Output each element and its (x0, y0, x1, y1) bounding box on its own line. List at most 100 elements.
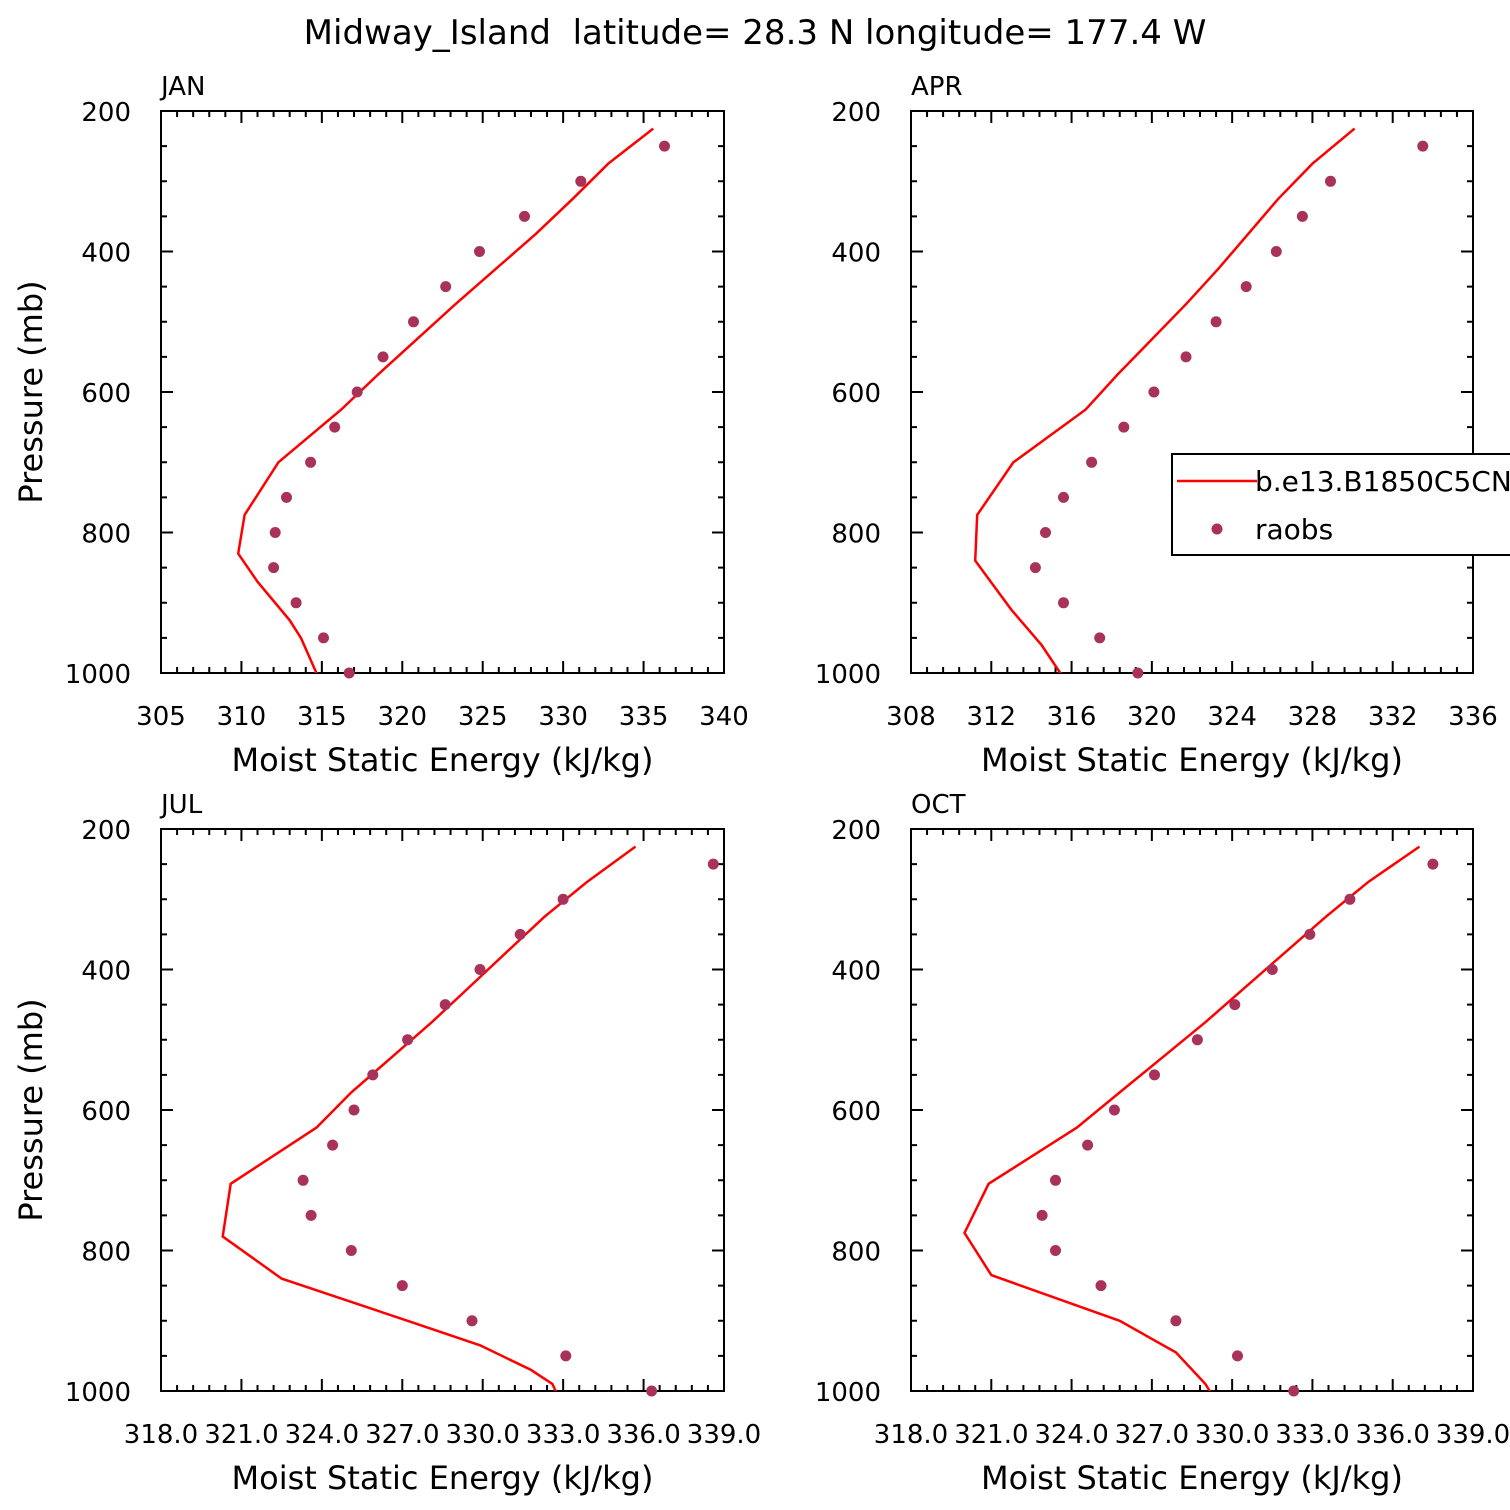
y-tick-label: 200 (831, 98, 881, 128)
y-tick-label: 200 (81, 816, 131, 846)
raobs-point (1191, 1034, 1203, 1046)
raobs-point (1132, 667, 1144, 679)
plot-frame (910, 828, 1474, 1392)
panel-label: OCT (911, 790, 966, 820)
raobs-point (1344, 893, 1356, 905)
x-tick-label: 333.0 (526, 1420, 600, 1450)
y-tick-label: 800 (831, 1238, 881, 1268)
raobs-point (367, 1069, 379, 1081)
raobs-point (268, 562, 280, 574)
panel-label: APR (911, 72, 963, 102)
x-tick-label: 316 (1047, 702, 1097, 732)
x-tick-label: 320 (1127, 702, 1177, 732)
raobs-point (1210, 316, 1222, 328)
raobs-point (1094, 632, 1106, 644)
y-axis-label: Pressure (mb) (12, 280, 50, 503)
raobs-point (396, 1280, 408, 1292)
y-tick-label: 600 (81, 1097, 131, 1127)
x-tick-label: 330.0 (1195, 1420, 1269, 1450)
x-tick-label: 336.0 (1355, 1420, 1429, 1450)
x-tick-label: 335 (619, 702, 669, 732)
x-tick-label: 327.0 (1115, 1420, 1189, 1450)
raobs-point (1108, 1104, 1120, 1116)
y-tick-label: 1000 (815, 660, 881, 690)
panel-oct: 318.0 321.0 324.0 327.0 330.0 333.0 336.0 339.0… (815, 790, 1510, 1497)
x-tick-label: 333.0 (1275, 1420, 1349, 1450)
raobs-point (439, 999, 451, 1011)
x-axis-label: Moist Static Energy (kJ/kg) (981, 1459, 1403, 1497)
x-tick-label: 336.0 (606, 1420, 680, 1450)
panel-apr: 308 312 316 320 324 328 332 336 200 400 600 800 1000… (815, 72, 1498, 779)
raobs-point (297, 1174, 309, 1186)
raobs-point (1036, 1209, 1048, 1221)
legend-label-model: b.e13.B1850C5CN (1255, 465, 1510, 498)
y-tick-label: 1000 (65, 1378, 131, 1408)
raobs-point (575, 175, 587, 187)
raobs-point (1148, 386, 1160, 398)
raobs-point (343, 667, 355, 679)
x-tick-label: 324.0 (285, 1420, 359, 1450)
y-tick-label: 400 (831, 239, 881, 269)
x-tick-label: 339.0 (1436, 1420, 1510, 1450)
x-tick-label: 325 (458, 702, 508, 732)
raobs-point (1086, 456, 1098, 468)
raobs-point (1118, 421, 1130, 433)
panel-jul: 318.0 321.0 324.0 327.0 330.0 333.0 336.0 339.0… (12, 790, 761, 1497)
plot-frame (160, 110, 725, 674)
raobs-point (1240, 281, 1252, 293)
x-tick-label: 328 (1288, 702, 1338, 732)
raobs-point (305, 456, 317, 468)
raobs-point (290, 597, 302, 609)
raobs-point (269, 527, 281, 538)
raobs-point (557, 893, 569, 905)
raobs-point (1149, 1069, 1160, 1081)
raobs-point (305, 1209, 317, 1221)
raobs-point (327, 1139, 339, 1151)
raobs-point (466, 1315, 478, 1327)
y-tick-label: 200 (81, 98, 131, 128)
model-line (963, 845, 1421, 1391)
x-axis-label: Moist Static Energy (kJ/kg) (232, 741, 654, 779)
raobs-point (1304, 928, 1316, 940)
y-tick-label: 400 (81, 239, 131, 269)
raobs-point (707, 858, 719, 870)
raobs-point (348, 1104, 360, 1116)
y-tick-label: 800 (81, 1238, 131, 1268)
raobs-point (1058, 597, 1069, 609)
raobs-point (1050, 1174, 1061, 1186)
raobs-point (1232, 1350, 1243, 1362)
x-tick-label: 318.0 (124, 1420, 198, 1450)
x-tick-label: 321.0 (204, 1420, 278, 1450)
legend-marker-swatch (1211, 523, 1223, 535)
figure-title: Midway_Island latitude= 28.3 N longitude… (304, 13, 1207, 53)
x-tick-label: 330 (538, 702, 588, 732)
panel-label: JUL (159, 790, 203, 820)
raobs-point (1427, 858, 1439, 870)
raobs-point (646, 1385, 658, 1397)
raobs-point (1325, 175, 1336, 187)
x-tick-label: 330.0 (445, 1420, 519, 1450)
y-tick-label: 400 (831, 957, 881, 987)
raobs-point (1040, 527, 1051, 538)
y-tick-label: 600 (831, 1097, 881, 1127)
raobs-point (1082, 1139, 1094, 1151)
y-tick-label: 600 (831, 379, 881, 409)
panel-label: JAN (159, 72, 205, 102)
legend: b.e13.B1850C5CN raobs (1171, 453, 1510, 556)
model-line (973, 127, 1356, 673)
raobs-point (408, 316, 419, 328)
x-tick-label: 332 (1368, 702, 1418, 732)
raobs-point (1058, 491, 1069, 503)
raobs-point (1095, 1280, 1107, 1292)
panel-jan: 305 310 315 320 325 330 335 340 200 400 600 800 1000… (12, 72, 749, 779)
raobs-point (1296, 210, 1308, 222)
x-tick-label: 312 (966, 702, 1016, 732)
x-tick-label: 310 (217, 702, 267, 732)
x-axis-label: Moist Static Energy (kJ/kg) (232, 1459, 654, 1497)
raobs-point (560, 1350, 572, 1362)
raobs-point (1270, 246, 1282, 257)
y-tick-label: 1000 (65, 660, 131, 690)
y-tick-label: 400 (81, 957, 131, 987)
x-axis-label: Moist Static Energy (kJ/kg) (981, 741, 1403, 779)
y-tick-label: 1000 (815, 1378, 881, 1408)
